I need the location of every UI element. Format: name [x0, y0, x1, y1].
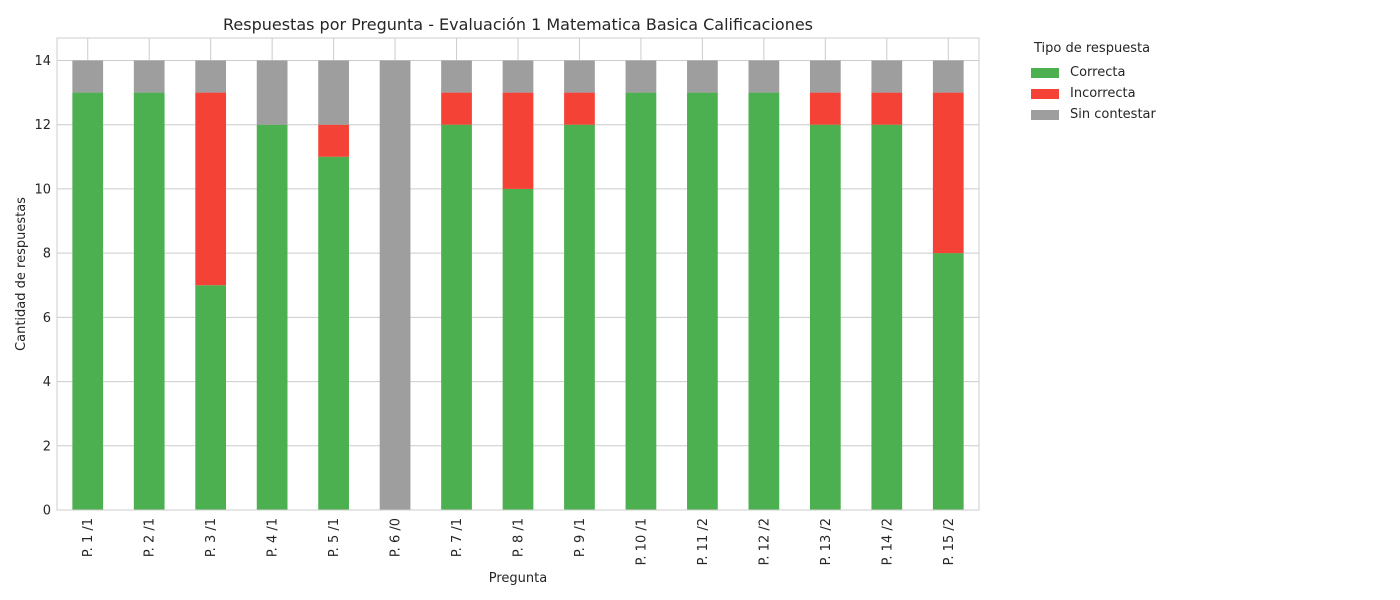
bar-correcta — [195, 285, 227, 510]
bar-correcta — [809, 124, 841, 510]
bar-sin-contestar — [687, 60, 718, 93]
legend-item-sin-contestar: Sin contestar — [1031, 104, 1156, 125]
x-tick-label: P. 10 /1 — [634, 518, 649, 565]
bar-sin-contestar — [502, 60, 534, 93]
legend-swatch-correcta — [1031, 67, 1059, 78]
bar-correcta — [441, 124, 472, 510]
legend-swatch-incorrecta — [1031, 88, 1059, 99]
y-axis-label: Cantidad de respuestas — [14, 197, 29, 351]
bar-sin-contestar — [379, 60, 411, 510]
x-tick-label: P. 11 /2 — [696, 518, 711, 565]
bar-sin-contestar — [625, 60, 657, 93]
bar-incorrecta — [195, 92, 227, 286]
chart-title: Respuestas por Pregunta - Evaluación 1 M… — [223, 15, 813, 34]
bar-correcta — [748, 92, 780, 511]
bar-sin-contestar — [133, 60, 165, 93]
y-tick-label: 8 — [43, 247, 51, 262]
bar-sin-contestar — [809, 60, 841, 93]
bar-incorrecta — [809, 92, 841, 125]
legend: Tipo de respuesta Correcta Incorrecta Si… — [1031, 41, 1156, 125]
bar-incorrecta — [502, 92, 534, 189]
bar-correcta — [502, 188, 534, 510]
y-tick-label: 0 — [43, 504, 51, 519]
bar-sin-contestar — [932, 60, 964, 93]
bar-correcta — [133, 92, 165, 511]
bar-sin-contestar — [195, 60, 227, 93]
bar-sin-contestar — [441, 60, 472, 93]
x-tick-label: P. 1 /1 — [81, 518, 96, 557]
legend-label-incorrecta: Incorrecta — [1070, 86, 1136, 101]
x-tick-label: P. 8 /1 — [512, 518, 527, 557]
bar-correcta — [72, 92, 104, 511]
bar-incorrecta — [871, 92, 903, 125]
x-axis-label: Pregunta — [489, 571, 547, 586]
x-tick-label: P. 14 /2 — [880, 518, 895, 565]
bar-correcta — [256, 124, 288, 510]
y-tick-label: 12 — [34, 118, 51, 133]
bar-correcta — [932, 253, 964, 510]
bar-incorrecta — [441, 92, 472, 125]
legend-label-correcta: Correcta — [1070, 65, 1126, 80]
x-tick-label: P. 5 /1 — [327, 518, 342, 557]
legend-item-incorrecta: Incorrecta — [1031, 83, 1156, 104]
x-tick-label: P. 15 /2 — [942, 518, 957, 565]
x-tick-label: P. 6 /0 — [389, 518, 404, 557]
legend-label-sin-contestar: Sin contestar — [1070, 107, 1156, 122]
x-tick-label: P. 13 /2 — [819, 518, 834, 565]
bar-incorrecta — [932, 92, 964, 254]
y-tick-label: 4 — [43, 375, 51, 390]
bar-sin-contestar — [72, 60, 104, 93]
y-tick-label: 2 — [43, 439, 51, 454]
y-tick-label: 6 — [43, 311, 51, 326]
bar-sin-contestar — [748, 60, 780, 93]
legend-swatch-sin-contestar — [1031, 109, 1059, 120]
bar-sin-contestar — [318, 60, 349, 125]
x-tick-label: P. 4 /1 — [266, 518, 281, 557]
y-tick-label: 14 — [34, 54, 51, 69]
bar-correcta — [871, 124, 903, 510]
y-tick-label: 10 — [34, 182, 51, 197]
legend-title: Tipo de respuesta — [1034, 41, 1151, 56]
bar-incorrecta — [564, 92, 595, 125]
x-tick-label: P. 12 /2 — [757, 518, 772, 565]
x-tick-label: P. 9 /1 — [573, 518, 588, 557]
bar-correcta — [564, 124, 595, 510]
plot-frame — [56, 37, 980, 511]
bar-sin-contestar — [871, 60, 903, 93]
legend-item-correcta: Correcta — [1031, 62, 1156, 83]
x-tick-label: P. 7 /1 — [450, 518, 465, 557]
bar-correcta — [318, 156, 349, 510]
bar-incorrecta — [318, 124, 349, 157]
bar-sin-contestar — [256, 60, 288, 125]
bar-correcta — [625, 92, 657, 511]
x-tick-label: P. 3 /1 — [204, 518, 219, 557]
x-tick-label: P. 2 /1 — [143, 518, 158, 557]
bar-correcta — [687, 92, 718, 511]
bar-sin-contestar — [564, 60, 595, 93]
